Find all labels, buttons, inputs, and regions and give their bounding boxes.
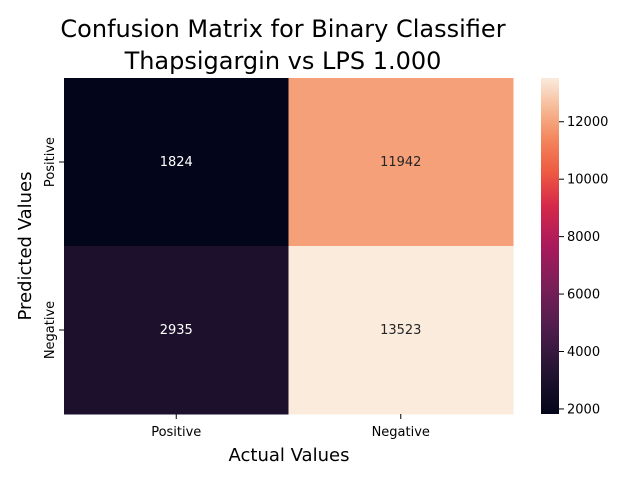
- y-axis-label: Predicted Values: [15, 171, 36, 320]
- colorbar-ticks: 2000 4000 6000 8000 10000 12000: [559, 115, 608, 417]
- cell-value-label: 1824: [160, 155, 193, 170]
- chart-title-line-2: Thapsigargin vs LPS 1.000: [124, 47, 442, 75]
- x-axis-label: Actual Values: [229, 445, 350, 466]
- colorbar: [541, 78, 559, 414]
- colorbar-tick-label: 12000: [567, 115, 608, 130]
- cell-value-label: 13523: [380, 323, 421, 338]
- y-tick-label: Positive: [43, 137, 58, 187]
- cell-value-label: 2935: [160, 323, 193, 338]
- colorbar-tick-label: 8000: [567, 230, 600, 245]
- colorbar-tick-label: 6000: [567, 288, 600, 303]
- chart-title-line-1: Confusion Matrix for Binary Classifier: [60, 15, 505, 43]
- x-axis-ticks: Positive Negative: [151, 414, 430, 440]
- x-tick-label: Positive: [151, 425, 201, 440]
- y-tick-label: Negative: [43, 301, 58, 359]
- colorbar-tick-label: 4000: [567, 345, 600, 360]
- heatmap-cell: [288, 78, 514, 247]
- colorbar-tick-label: 2000: [567, 402, 600, 417]
- heatmap-cells: 1824 11942 2935 13523: [64, 78, 514, 415]
- heatmap-cell: [288, 246, 514, 415]
- cell-value-label: 11942: [380, 155, 421, 170]
- y-axis-ticks: Positive Negative: [43, 137, 64, 359]
- heatmap-cell: [64, 78, 289, 247]
- colorbar-tick-label: 10000: [567, 173, 608, 188]
- x-tick-label: Negative: [372, 425, 430, 440]
- heatmap-cell: [64, 246, 289, 415]
